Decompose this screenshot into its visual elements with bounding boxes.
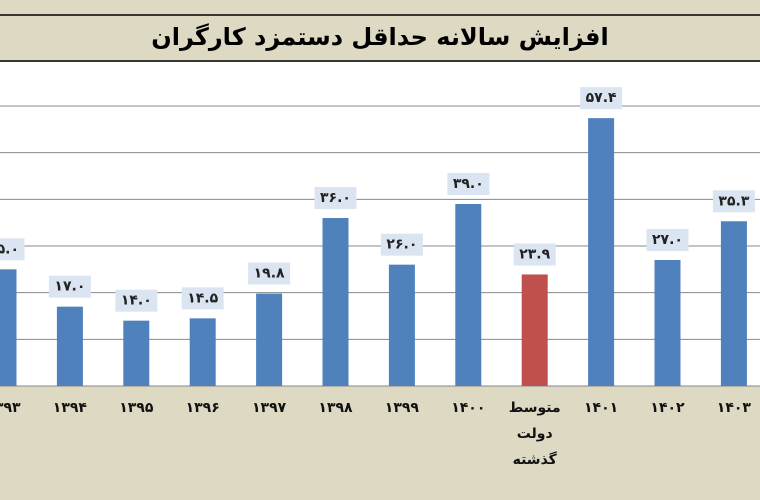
value-label: ۲۶.۰: [386, 237, 417, 253]
value-label: ۳۹.۰: [453, 176, 484, 192]
bar: [256, 293, 283, 386]
x-tick-label: ۱۳۹۴: [53, 400, 88, 416]
value-label-box: [646, 229, 689, 251]
bar: [56, 306, 83, 386]
value-label-box: [447, 173, 490, 195]
x-tick-label: ۱۳۹۸: [318, 400, 353, 416]
x-tick-label: ۱۳۹۵: [119, 400, 154, 416]
value-label-box: [181, 287, 224, 310]
value-label-box: [380, 233, 423, 256]
plot-area: [0, 62, 760, 386]
x-tick-label: ۱۳۹۶: [186, 400, 220, 416]
bar: [0, 269, 17, 386]
x-tick-label: ۱۴۰۳: [717, 400, 752, 416]
x-tick-label: ۱۴۰۱: [584, 400, 618, 416]
value-label-box: [248, 262, 291, 285]
value-label: ۲۷.۰: [652, 232, 683, 248]
value-label-box: [580, 87, 623, 110]
value-label-box: [314, 187, 357, 209]
value-label-box: [48, 275, 91, 298]
title-box: [0, 14, 760, 62]
x-tick-label: ۱۳۹۹: [385, 400, 420, 416]
value-label: ۱۴.۵: [187, 290, 218, 306]
x-tick-label: ۱۴۰۲: [650, 400, 685, 416]
bar: [322, 218, 349, 386]
value-label: ۳۶.۰: [320, 190, 351, 206]
bar: [123, 320, 150, 386]
value-label: ۱۴.۰: [121, 293, 152, 309]
value-label-box: [115, 289, 158, 312]
value-label: ۵۷.۴: [586, 90, 617, 106]
bar: [588, 118, 615, 386]
value-label-box: [0, 238, 25, 261]
x-tick-label: ۱۳۹۳: [0, 400, 21, 416]
bar: [388, 264, 415, 386]
value-label: ۲۵.۰: [0, 241, 19, 257]
value-label: ۱۹.۸: [254, 266, 285, 282]
value-label-box: [513, 243, 556, 266]
value-label: ۲۳.۹: [519, 246, 550, 262]
x-tick-label: متوسط دولت گذشته: [509, 400, 561, 468]
chart-title: افزایش سالانه حداقل دستمزد کارگران: [151, 23, 608, 51]
value-label: ۳۵.۳: [718, 193, 749, 209]
x-tick-label: ۱۴۰۰: [451, 400, 485, 416]
value-label: ۱۷.۰: [54, 279, 85, 295]
x-tick-label: ۱۳۹۷: [252, 400, 287, 416]
bar: [455, 204, 482, 386]
value-label-box: [712, 190, 755, 213]
bar: [654, 260, 681, 386]
bar: [521, 274, 548, 386]
bar: [720, 221, 747, 386]
bar: [189, 318, 216, 386]
